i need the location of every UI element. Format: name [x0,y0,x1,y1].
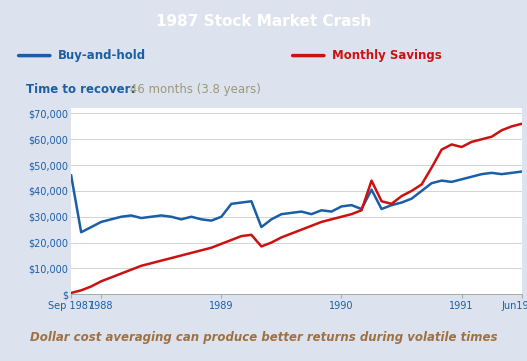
Text: Monthly Savings: Monthly Savings [332,49,442,62]
Text: 46 months (3.8 years): 46 months (3.8 years) [126,83,261,96]
Text: Time to recover:: Time to recover: [26,83,136,96]
Text: Buy-and-hold: Buy-and-hold [58,49,146,62]
Text: 1987 Stock Market Crash: 1987 Stock Market Crash [156,14,371,29]
Text: Dollar cost averaging can produce better returns during volatile times: Dollar cost averaging can produce better… [30,331,497,344]
